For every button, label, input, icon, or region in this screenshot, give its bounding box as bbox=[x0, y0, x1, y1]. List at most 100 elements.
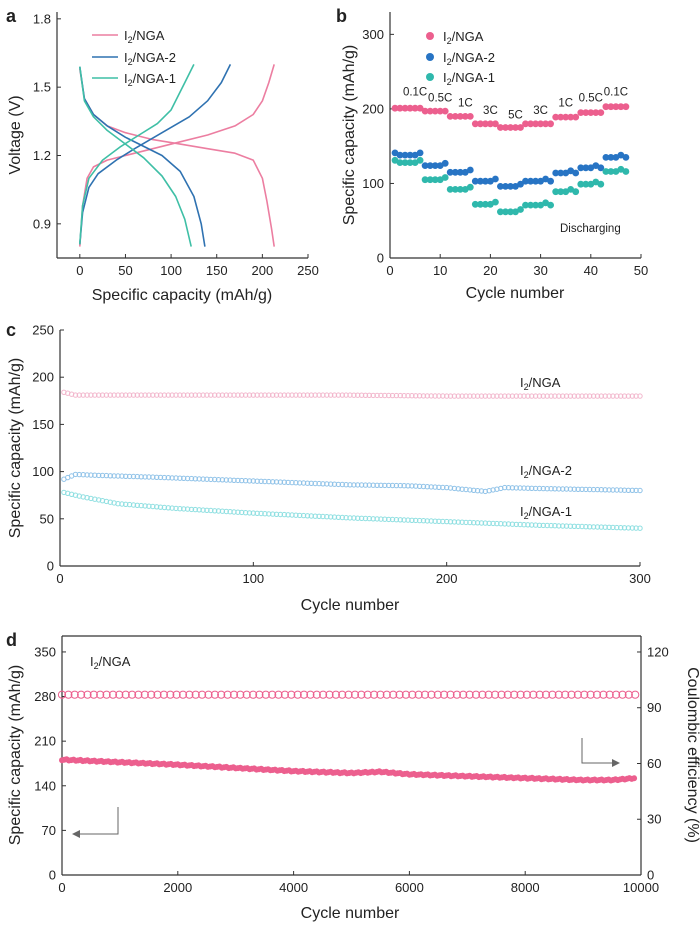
panel-c-point bbox=[602, 393, 608, 399]
panel-c-point bbox=[548, 486, 554, 492]
panel-c-point bbox=[227, 392, 233, 398]
panel-c-point bbox=[467, 519, 473, 526]
x-tick-label: 4000 bbox=[279, 880, 308, 895]
panel-d-efficiency-point bbox=[573, 690, 583, 699]
panel-b-point bbox=[602, 168, 610, 175]
panel-b-point bbox=[587, 109, 595, 116]
panel-b-point bbox=[517, 124, 524, 131]
panel-c-point bbox=[548, 393, 554, 399]
panel-b-point bbox=[502, 208, 509, 216]
panel-d-efficiency-point bbox=[325, 690, 334, 699]
panel-c-point bbox=[107, 499, 114, 505]
panel-d-efficiency-point bbox=[147, 690, 156, 699]
panel-b-point bbox=[607, 154, 615, 161]
panel-c-point bbox=[529, 393, 535, 399]
panel-c-point bbox=[150, 392, 156, 398]
panel-c-point bbox=[173, 392, 179, 398]
panel-c-point bbox=[328, 392, 334, 398]
panel-c-point bbox=[115, 392, 121, 398]
panel-c-label-i2-nga: I2/NGA bbox=[520, 375, 561, 392]
panel-b-point bbox=[421, 176, 429, 184]
panel-c-point bbox=[502, 393, 508, 399]
y-tick-label: 1.8 bbox=[33, 11, 51, 26]
panel-d-efficiency-point bbox=[159, 690, 168, 699]
panel-c-point bbox=[351, 515, 357, 521]
panel-c-x-ticks: 0 100 200 300 bbox=[56, 562, 651, 586]
panel-b-point bbox=[512, 124, 519, 131]
y-tick-label: 0.9 bbox=[33, 216, 51, 231]
panel-b-point bbox=[597, 109, 605, 116]
panel-c-point bbox=[490, 487, 496, 493]
panel-d-efficiency-point bbox=[420, 690, 430, 699]
panel-c-point bbox=[165, 475, 172, 481]
panel-c-point bbox=[339, 392, 345, 398]
panel-c-point bbox=[610, 487, 616, 493]
y-tick-label: 1.2 bbox=[33, 148, 51, 163]
panel-c-point bbox=[223, 508, 230, 515]
panel-b-point bbox=[456, 168, 464, 176]
panel-c-point bbox=[594, 393, 601, 399]
panel-c-point bbox=[107, 473, 114, 479]
panel-b-rate-label: 3C bbox=[533, 105, 548, 117]
y2-tick-label: 90 bbox=[647, 700, 661, 715]
panel-c-point bbox=[154, 474, 160, 480]
panel-b-point bbox=[527, 201, 534, 209]
panel-c-point bbox=[444, 393, 450, 399]
x-tick-label: 30 bbox=[533, 263, 547, 278]
panel-c-point bbox=[560, 523, 566, 529]
panel-b-point bbox=[461, 113, 469, 120]
panel-c-point bbox=[536, 393, 543, 399]
panel-b-point bbox=[552, 113, 560, 121]
panel-letter-c: c bbox=[6, 320, 16, 340]
panel-d-efficiency-point bbox=[440, 690, 449, 699]
panel-c-point bbox=[254, 392, 260, 398]
panel-d-efficiency-point bbox=[535, 690, 544, 699]
panel-c-point bbox=[130, 502, 137, 508]
panel-c-point bbox=[502, 484, 508, 491]
panel-c-point bbox=[625, 393, 632, 399]
panel-b-point bbox=[466, 183, 474, 191]
panel-c-point bbox=[130, 473, 137, 480]
panel-d-efficiency-point bbox=[612, 690, 621, 699]
panel-c-point bbox=[84, 495, 90, 501]
panel-c-point bbox=[281, 392, 287, 398]
panel-b-point bbox=[471, 177, 479, 185]
panel-c-point bbox=[328, 481, 334, 487]
panel-c-point bbox=[177, 475, 183, 481]
panel-d-efficiency-point bbox=[223, 690, 232, 699]
panel-d-efficiency-point bbox=[64, 690, 73, 699]
panel-c-point bbox=[362, 482, 369, 488]
panel-b-point bbox=[451, 113, 459, 120]
panel-b-point bbox=[522, 177, 529, 185]
panel-c-point bbox=[625, 487, 632, 493]
panel-d-efficiency-point bbox=[338, 690, 347, 699]
panel-c-point bbox=[397, 392, 403, 399]
y-tick-label: 250 bbox=[32, 323, 54, 338]
panel-c-point bbox=[142, 503, 148, 509]
panel-b-point bbox=[482, 120, 489, 128]
panel-c-point bbox=[235, 509, 241, 515]
panel-d-efficiency-point bbox=[249, 690, 258, 699]
panel-c-point bbox=[339, 481, 345, 488]
panel-b-point bbox=[446, 113, 454, 120]
panel-b-point bbox=[482, 177, 489, 185]
panel-b-point bbox=[421, 162, 429, 170]
panel-c-point bbox=[84, 392, 90, 398]
panel-b-point bbox=[497, 124, 504, 131]
panel-c-point bbox=[76, 392, 83, 398]
panel-c-point bbox=[444, 484, 450, 491]
panel-d-efficiency-point bbox=[510, 690, 519, 699]
panel-d-efficiency-point bbox=[172, 690, 181, 699]
panel-b-x-title: Cycle number bbox=[466, 285, 565, 302]
panel-c-point bbox=[169, 392, 175, 398]
x-tick-label: 6000 bbox=[395, 880, 424, 895]
panel-b-point bbox=[582, 180, 590, 188]
panel-c-point bbox=[536, 522, 543, 528]
panel-c-point bbox=[525, 522, 531, 528]
panel-b-point bbox=[477, 120, 484, 128]
panel-d-efficiency-point bbox=[592, 690, 602, 699]
panel-letter-b: b bbox=[336, 6, 347, 26]
panel-b-point bbox=[597, 180, 605, 188]
panel-b-point bbox=[557, 169, 565, 177]
panel-b-point bbox=[401, 159, 409, 167]
